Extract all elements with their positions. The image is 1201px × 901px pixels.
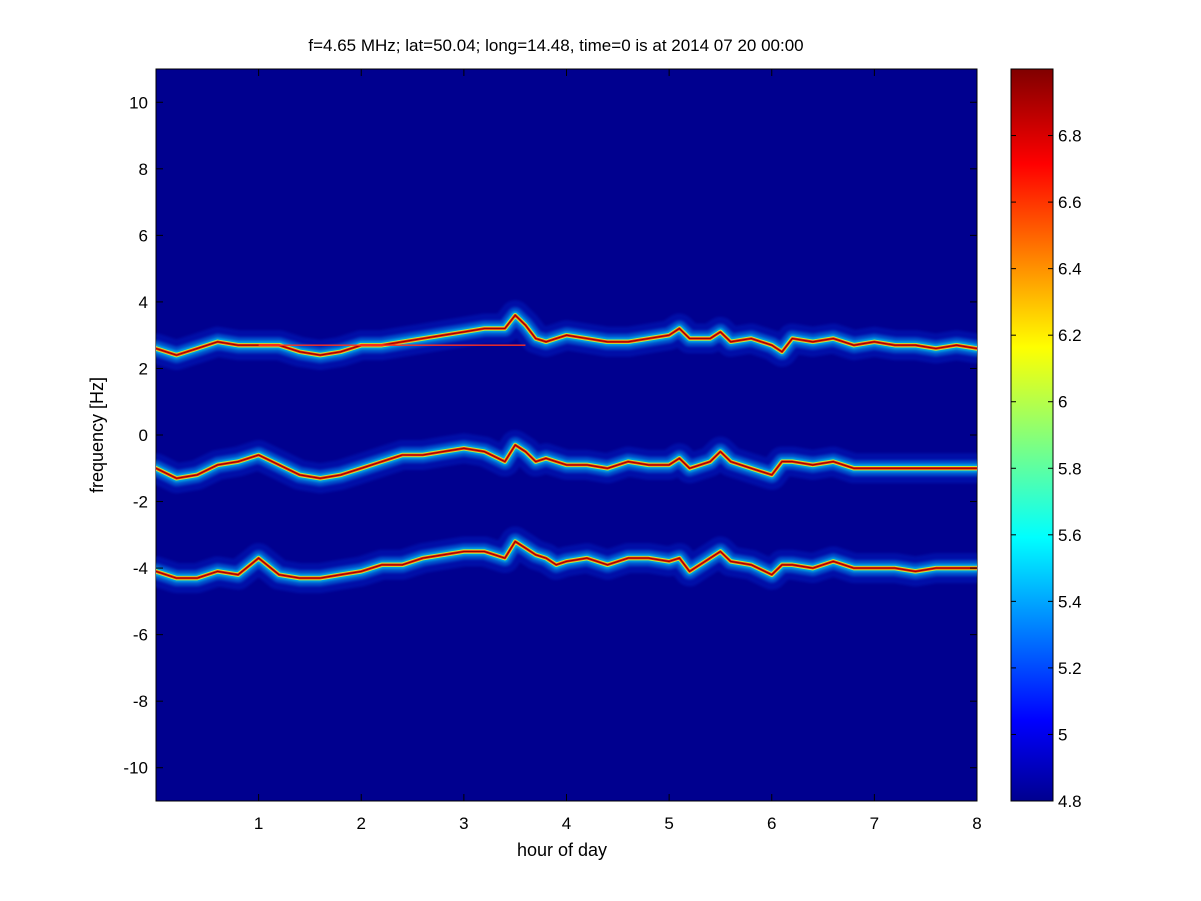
colorbar-tick-label: 5.4 xyxy=(1058,592,1082,611)
y-tick-label: 6 xyxy=(139,226,148,245)
colorbar-ticks: 6.8 6.6 6.4 6.2 6 5.8 5.6 5.4 5.2 5 4.8 xyxy=(1011,127,1082,811)
y-tick-label: -4 xyxy=(133,559,148,578)
band-ridge-1-layer-6 xyxy=(156,314,977,356)
y-tick-label: -8 xyxy=(133,692,148,711)
x-tick-label: 3 xyxy=(459,814,468,833)
x-axis-label: hour of day xyxy=(517,840,607,860)
y-tick-label: 8 xyxy=(139,160,148,179)
colorbar-tick-label: 6 xyxy=(1058,393,1067,412)
y-tick-label: -6 xyxy=(133,626,148,645)
chart-title: f=4.65 MHz; lat=50.04; long=14.48, time=… xyxy=(308,36,803,55)
x-tick-label: 4 xyxy=(562,814,571,833)
colorbar xyxy=(1010,68,1054,802)
x-tick-label: 8 xyxy=(972,814,981,833)
x-tick-label: 5 xyxy=(664,814,673,833)
colorbar-tick-label: 6.6 xyxy=(1058,193,1082,212)
colorbar-tick-label: 5.6 xyxy=(1058,526,1082,545)
y-tick-label: 4 xyxy=(139,293,148,312)
spectral-bands xyxy=(156,300,977,594)
colorbar-tick-label: 6.8 xyxy=(1058,127,1082,146)
y-axis-label: frequency [Hz] xyxy=(87,377,107,493)
y-tick-label: -2 xyxy=(133,493,148,512)
colorbar-tick-label: 6.2 xyxy=(1058,326,1082,345)
colorbar-tick-label: 5.8 xyxy=(1058,459,1082,478)
x-tick-label: 2 xyxy=(357,814,366,833)
x-tick-label: 7 xyxy=(870,814,879,833)
band-ridge-2-layer-6 xyxy=(156,444,977,479)
y-tick-label: 10 xyxy=(129,93,148,112)
colorbar-tick-label: 4.8 xyxy=(1058,792,1082,811)
colorbar-tick-label: 5 xyxy=(1058,725,1067,744)
x-axis-ticks: 1 2 3 4 5 6 7 8 xyxy=(254,69,982,833)
plot-background xyxy=(155,68,978,802)
x-tick-label: 1 xyxy=(254,814,263,833)
band-ridge-3-layer-6 xyxy=(156,540,977,579)
colorbar-tick-label: 6.4 xyxy=(1058,260,1082,279)
x-tick-label: 6 xyxy=(767,814,776,833)
y-tick-label: -10 xyxy=(123,759,148,778)
colorbar-tick-label: 5.2 xyxy=(1058,659,1082,678)
y-axis-ticks: 10 8 6 4 2 0 -2 -4 -6 -8 -10 xyxy=(123,93,977,778)
y-tick-label: 0 xyxy=(139,426,148,445)
y-tick-label: 2 xyxy=(139,359,148,378)
